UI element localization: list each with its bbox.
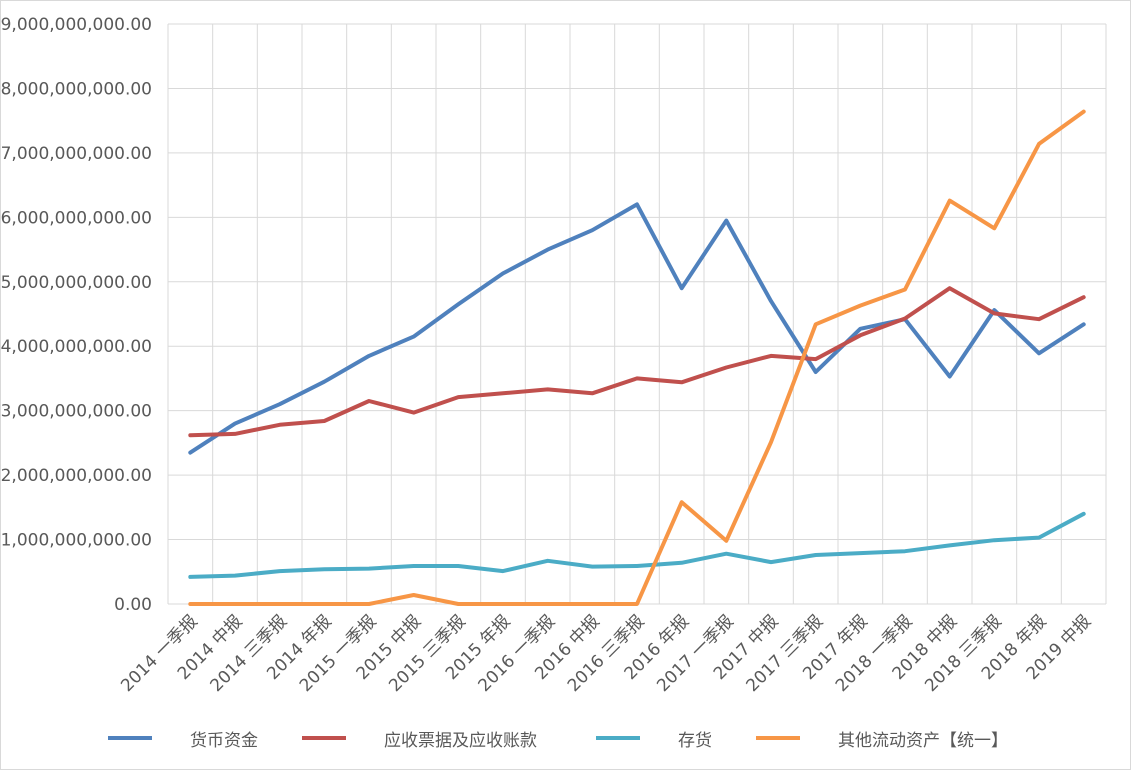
legend-swatch-cash [108,736,152,740]
line-chart: 0.00 1,000,000,000.00 2,000,000,000.00 3,00… [1,15,1107,696]
series-line-0 [188,202,1086,455]
legend-swatch-inventory [596,736,640,740]
y-tick-label: 0.00 [114,595,152,615]
legend-item-cash: 货币资金 [108,724,258,752]
legend: 货币资金 应收票据及应收账款 存货 其他流动资产【统一】 [0,724,1131,752]
legend-swatch-other-current-assets [756,736,800,740]
y-tick-label: 3,000,000,000.00 [1,402,152,422]
legend-item-receivables: 应收票据及应收账款 [302,724,537,752]
y-tick-label: 4,000,000,000.00 [1,337,152,357]
legend-item-inventory: 存货 [596,724,712,752]
y-tick-label: 7,000,000,000.00 [1,144,152,164]
y-tick-label: 9,000,000,000.00 [1,15,152,35]
y-tick-label: 5,000,000,000.00 [1,273,152,293]
legend-label-cash: 货币资金 [190,730,258,751]
legend-label-other-current-assets: 其他流动资产【统一】 [838,730,1008,751]
series-line-2 [188,511,1086,579]
legend-item-other-current-assets: 其他流动资产【统一】 [756,724,1008,752]
legend-swatch-receivables [302,736,346,740]
legend-label-inventory: 存货 [678,730,712,751]
series-line-3 [188,109,1086,606]
legend-label-receivables: 应收票据及应收账款 [384,730,537,751]
y-tick-label: 1,000,000,000.00 [1,531,152,551]
y-tick-label: 6,000,000,000.00 [1,208,152,228]
y-tick-label: 2,000,000,000.00 [1,466,152,486]
series-line-1 [188,286,1086,438]
y-tick-label: 8,000,000,000.00 [1,79,152,99]
